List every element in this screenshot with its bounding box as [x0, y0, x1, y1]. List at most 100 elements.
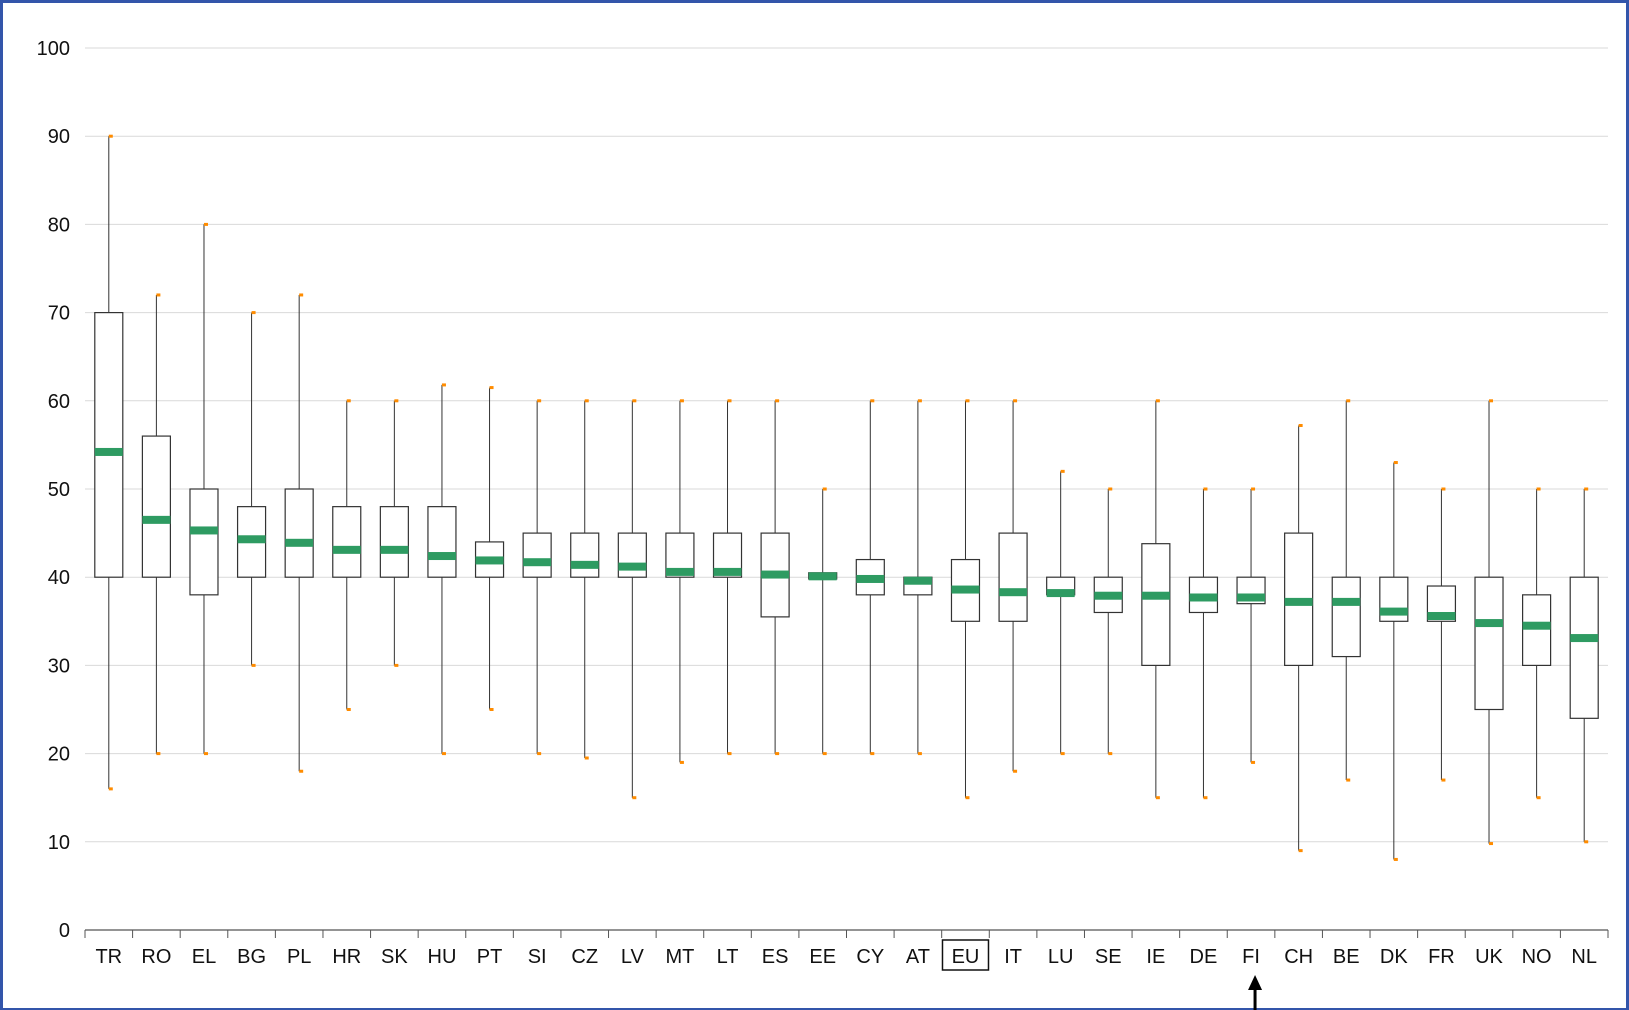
box-eu [950, 399, 981, 800]
iqr-box [379, 506, 409, 578]
category-label: FR [1428, 946, 1455, 968]
max-cap [1584, 487, 1589, 491]
max-cap [632, 399, 637, 403]
median-bar [713, 567, 742, 576]
max-cap [870, 399, 875, 403]
category-label: TR [95, 946, 122, 968]
box-nl [1569, 487, 1599, 844]
iqr-box [1522, 594, 1552, 667]
median-bar [1379, 607, 1408, 616]
median-bar [94, 447, 123, 456]
median-bar [665, 567, 694, 576]
category-label: LV [621, 946, 645, 968]
axes: 0 10 20 30 40 50 60 70 80 90 100 [37, 38, 1609, 942]
y-tick-label: 0 [59, 920, 70, 942]
median-bar [1475, 619, 1504, 628]
category-label: NO [1522, 946, 1552, 968]
category-label: ES [762, 946, 789, 968]
category-label: RO [141, 946, 171, 968]
max-cap [822, 487, 827, 491]
median-bar [808, 572, 837, 581]
category-label: AT [906, 946, 930, 968]
category-label: IE [1146, 946, 1165, 968]
min-cap [1013, 769, 1018, 773]
median-bar [1237, 593, 1266, 602]
max-cap [156, 293, 161, 297]
median-bar [1332, 597, 1361, 606]
iqr-box [141, 435, 171, 578]
category-label: CZ [571, 946, 598, 968]
min-cap [632, 796, 637, 800]
max-cap [108, 134, 113, 138]
min-cap [727, 752, 732, 756]
box-fr [1426, 487, 1457, 782]
box-no [1522, 487, 1552, 800]
min-cap [156, 752, 161, 756]
category-label: EE [809, 946, 836, 968]
category-label: SK [381, 946, 408, 968]
highlight-markers [1248, 975, 1263, 1010]
min-cap [822, 752, 827, 756]
y-tick-label: 100 [37, 38, 70, 60]
category-label: FI [1242, 946, 1260, 968]
max-cap [251, 311, 256, 315]
box-sk [379, 399, 409, 667]
median-bar [951, 585, 980, 594]
y-tick-label: 60 [48, 391, 70, 413]
box-bg [236, 311, 267, 667]
iqr-box [522, 532, 552, 578]
min-cap [299, 769, 304, 773]
median-bar [189, 526, 218, 535]
category-label: HR [332, 946, 361, 968]
max-cap [1060, 469, 1065, 473]
box-pt [474, 386, 505, 711]
box-at [903, 399, 933, 756]
median-bar [1427, 612, 1456, 621]
median-bar [1570, 634, 1599, 643]
median-bar [570, 560, 599, 569]
max-cap [1536, 487, 1541, 491]
box-it [998, 399, 1028, 773]
median-bar [332, 545, 361, 554]
median-bar [237, 535, 266, 544]
category-label: SI [528, 946, 547, 968]
max-cap [394, 399, 399, 403]
y-tick-label: 80 [48, 214, 70, 236]
min-cap [1060, 752, 1065, 756]
category-label: EU [952, 946, 980, 968]
min-cap [394, 663, 399, 667]
min-cap [1441, 778, 1446, 782]
median-bar [1522, 621, 1551, 630]
category-label: DE [1190, 946, 1218, 968]
median-bar [1094, 591, 1123, 600]
box-dk [1379, 461, 1409, 861]
category-label: CY [856, 946, 884, 968]
y-tick-label: 20 [48, 744, 70, 766]
max-cap [775, 399, 780, 403]
y-tick-label: 10 [48, 832, 70, 854]
category-label: CH [1284, 946, 1313, 968]
max-cap [203, 222, 208, 226]
min-cap [584, 756, 589, 760]
min-cap [346, 708, 351, 711]
min-cap [1393, 857, 1398, 861]
median-bar [761, 570, 790, 579]
max-cap [1108, 487, 1113, 491]
max-cap [1013, 399, 1018, 403]
median-bar [1189, 593, 1218, 602]
category-label: MT [665, 946, 694, 968]
arrow-head-icon [1248, 975, 1263, 990]
iqr-box [570, 532, 600, 578]
iqr-box [1569, 576, 1599, 719]
category-label: LU [1048, 946, 1074, 968]
min-cap [1489, 842, 1494, 846]
y-tick-label: 30 [48, 655, 70, 677]
median-bar [1284, 597, 1313, 606]
iqr-box [1331, 576, 1361, 658]
box-si [522, 399, 552, 756]
box-se [1093, 487, 1123, 756]
median-bar [285, 538, 314, 547]
category-label: LT [717, 946, 739, 968]
min-cap [441, 752, 446, 756]
box-be [1331, 399, 1361, 782]
